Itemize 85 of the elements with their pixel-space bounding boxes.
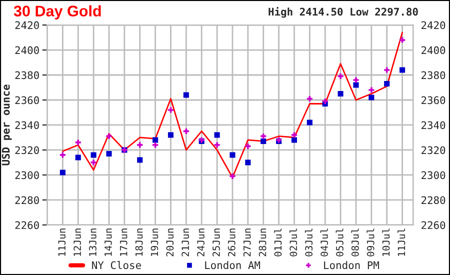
x-tick-label: 20Jun (166, 228, 174, 256)
x-tick-label: 17Jun (120, 228, 128, 256)
point (291, 132, 298, 138)
point (353, 82, 359, 88)
point (106, 133, 112, 140)
x-tick-label: 11Jul (398, 228, 406, 256)
x-tick-label: 14Jun (104, 228, 112, 256)
point (168, 107, 174, 113)
y2-tick-label: 2280 (422, 196, 446, 204)
point (75, 140, 81, 146)
point (75, 154, 81, 160)
text: High 2414.50 Low 2297.80 (268, 7, 418, 18)
x-tick-label: 21Jun (182, 228, 190, 256)
point (60, 152, 66, 158)
x-tick-label: 24Jun (197, 228, 204, 256)
y-tick-label: 2280 (15, 196, 39, 204)
x-tick-label: 26Jun (228, 228, 236, 256)
x-tick-label: 05Jul (336, 228, 344, 256)
point (230, 152, 236, 158)
y2-tick-label: 2420 (422, 21, 446, 30)
point (152, 137, 158, 143)
y-tick-label: 2420 (15, 21, 39, 30)
point (260, 133, 266, 140)
y-tick-label: 2380 (15, 71, 39, 80)
point (322, 98, 328, 104)
point (90, 152, 96, 158)
y2-tick-label: 2320 (422, 146, 446, 154)
x-tick-label: 25Jun (212, 228, 220, 256)
point (338, 73, 344, 80)
y2-tick-label: 2380 (422, 71, 446, 80)
point (338, 90, 344, 97)
point (137, 142, 143, 148)
y-tick-label: 2360 (15, 96, 39, 104)
point (368, 94, 374, 100)
point (214, 132, 220, 138)
point (214, 142, 220, 148)
point (90, 160, 96, 166)
point (353, 77, 359, 83)
point (137, 157, 143, 163)
x-tick-label: 18Jun (135, 228, 143, 256)
x-tick-label: 10Jul (382, 228, 390, 256)
x-tick-label: 01Jul (274, 228, 282, 256)
point (183, 92, 189, 98)
point (400, 67, 406, 73)
x-tick-label: 27Jun (243, 228, 251, 256)
x-tick-label: 04Jul (320, 228, 328, 256)
point (106, 150, 112, 157)
point (230, 173, 236, 179)
point (306, 120, 312, 126)
y2-tick-label: 2360 (422, 96, 446, 104)
point (384, 67, 390, 73)
y-tick-label: 2400 (15, 46, 39, 54)
point (291, 137, 298, 143)
y-tick-label: 2300 (15, 171, 39, 180)
x-tick-label: 11Jun (58, 228, 66, 256)
point (60, 170, 66, 176)
legend-label: London PM (324, 261, 379, 270)
y-tick-label: 2320 (15, 146, 39, 154)
point (260, 138, 266, 144)
x-tick-label: 28Jun (258, 228, 266, 256)
point (168, 132, 174, 138)
point (245, 160, 251, 166)
y2-tick-label: 2400 (422, 46, 446, 54)
y2-tick-label: 2300 (422, 171, 446, 180)
legend-label: NY Close (92, 260, 141, 270)
y2-tick-label: 2340 (422, 121, 446, 130)
point (152, 142, 158, 148)
point (384, 80, 390, 87)
point (245, 143, 251, 150)
y-tick-label: 2340 (15, 121, 39, 130)
x-tick-label: 02Jul (290, 228, 298, 256)
x-tick-label: 13Jun (89, 228, 96, 256)
point (368, 87, 374, 93)
point (306, 96, 312, 102)
y-axis-title: USD per ounce (2, 84, 12, 166)
chart-title: 30 Day Gold (14, 5, 101, 20)
x-tick-label: 19Jun (150, 228, 158, 256)
y2-tick-label: 2260 (422, 221, 446, 230)
x-tick-label: 09Jul (366, 228, 374, 256)
legend-label: London AM (205, 261, 260, 270)
x-tick-label: 12Jun (74, 228, 81, 256)
point (400, 37, 406, 43)
x-tick-label: 08Jul (351, 228, 359, 256)
x-tick-label: 03Jul (304, 228, 313, 256)
y-tick-label: 2260 (15, 221, 39, 230)
